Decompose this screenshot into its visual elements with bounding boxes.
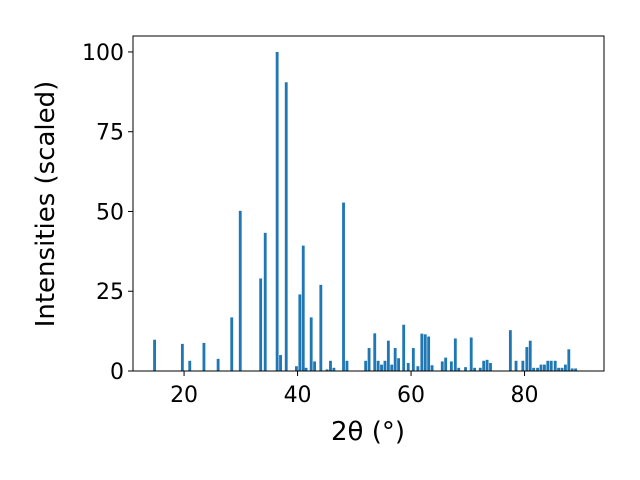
bar	[508, 330, 512, 371]
y-tick-label: 0	[110, 360, 124, 385]
bar	[570, 368, 574, 371]
bar	[489, 363, 492, 371]
bar	[325, 369, 329, 371]
bar	[301, 245, 305, 371]
bar	[482, 360, 486, 371]
x-tick-label: 60	[397, 383, 425, 408]
bar	[574, 368, 578, 371]
x-axis-label: 2θ (°)	[331, 417, 405, 447]
bar	[329, 360, 332, 371]
bar	[373, 333, 377, 371]
bar	[275, 51, 279, 371]
bar	[416, 366, 420, 371]
bar	[153, 339, 156, 371]
bar	[485, 359, 489, 371]
bar	[420, 333, 424, 371]
bar	[263, 232, 267, 371]
bar	[319, 284, 323, 371]
bar	[180, 343, 184, 371]
bar	[514, 360, 518, 371]
bar	[525, 347, 529, 371]
bar	[411, 348, 415, 371]
bar	[298, 294, 302, 371]
y-tick-label: 100	[82, 41, 124, 66]
bar	[397, 358, 400, 371]
bar	[230, 317, 234, 371]
bar	[279, 355, 282, 371]
bar	[423, 334, 427, 371]
bar	[449, 361, 453, 371]
bar	[557, 367, 561, 371]
bar	[345, 360, 349, 371]
bar	[549, 360, 553, 371]
bar	[259, 278, 263, 371]
bar	[469, 337, 473, 371]
y-tick-label: 50	[96, 200, 124, 225]
bar	[376, 360, 380, 371]
bar	[367, 348, 371, 371]
bar	[188, 360, 192, 371]
bar	[532, 367, 536, 371]
bar	[332, 367, 336, 371]
bar	[560, 367, 564, 371]
plot-area-frame	[132, 35, 605, 372]
x-axis-ticks: 20 40 60 80	[170, 371, 539, 408]
bar	[313, 361, 317, 371]
bar	[553, 360, 557, 371]
bar	[406, 363, 410, 371]
y-axis-label: Intensities (scaled)	[31, 81, 61, 328]
bar	[427, 336, 431, 371]
bar	[430, 365, 434, 371]
x-tick-label: 80	[511, 383, 539, 408]
bar	[364, 360, 368, 371]
bar	[390, 364, 394, 371]
bar	[202, 342, 206, 371]
y-tick-label: 75	[96, 121, 124, 146]
bar	[521, 360, 525, 371]
bar	[457, 367, 461, 371]
bar	[342, 202, 345, 371]
bar	[567, 349, 571, 371]
bar	[478, 367, 482, 371]
bar	[216, 358, 220, 371]
bar	[383, 360, 387, 371]
bar	[393, 348, 397, 371]
bar	[386, 340, 390, 371]
bar	[536, 367, 540, 371]
bar	[563, 364, 567, 371]
bar	[546, 360, 550, 371]
bar	[380, 364, 383, 371]
bar	[464, 367, 467, 371]
bar	[284, 82, 288, 371]
bar	[539, 364, 543, 371]
bar	[304, 367, 308, 371]
bar	[528, 340, 532, 371]
bar	[309, 317, 313, 371]
bar	[543, 364, 546, 371]
x-tick-label: 20	[170, 383, 198, 408]
bar	[473, 367, 477, 371]
y-tick-label: 25	[96, 280, 124, 305]
x-tick-label: 40	[284, 383, 312, 408]
y-axis-ticks: 0 25 50 75 100	[82, 41, 133, 385]
bar	[453, 338, 457, 371]
bar	[440, 361, 444, 371]
bar	[402, 324, 406, 371]
bar	[238, 210, 242, 371]
bar-series	[153, 51, 578, 371]
bar	[444, 357, 448, 371]
bar	[295, 366, 298, 371]
